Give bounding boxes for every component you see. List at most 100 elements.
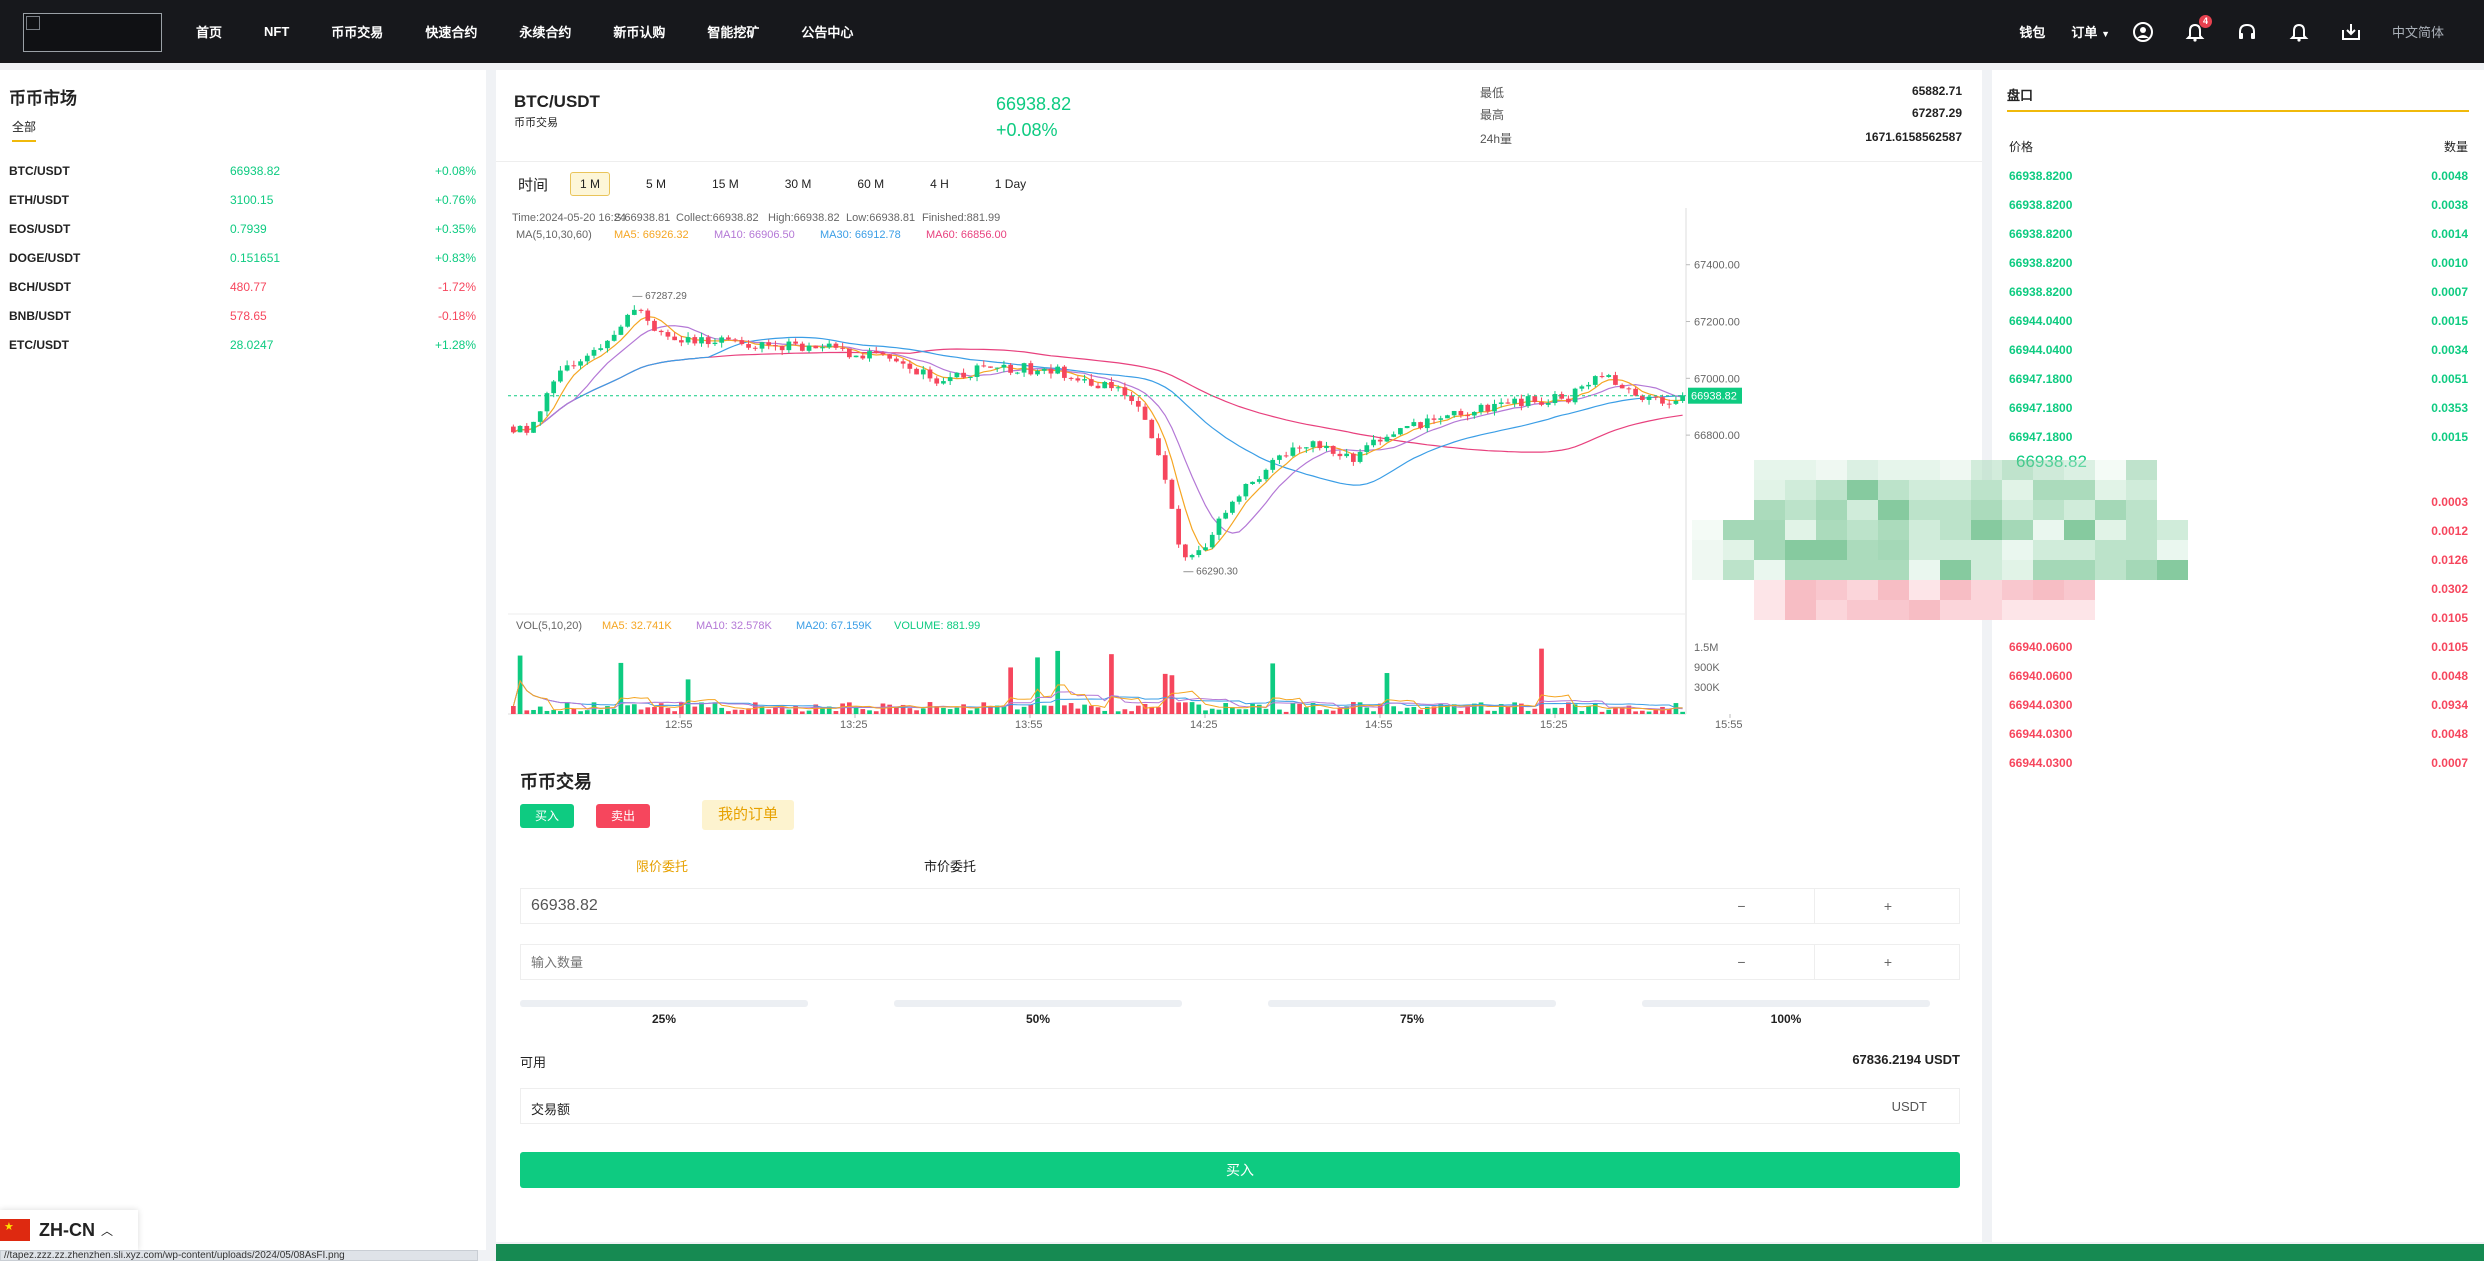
candle-body xyxy=(1095,385,1101,389)
candle-body xyxy=(934,378,940,384)
ask-row[interactable]: 66944.0400 0.0034 xyxy=(1992,336,2484,365)
market-row[interactable]: ETC/USDT 28.0247 +1.28% xyxy=(0,330,486,359)
tf-15m[interactable]: 15 M xyxy=(712,177,739,191)
ask-row[interactable]: 66947.1800 0.0015 xyxy=(1992,423,2484,452)
user-icon[interactable] xyxy=(2132,21,2154,43)
volume-bar xyxy=(1082,704,1087,714)
candle-body xyxy=(1142,406,1148,420)
x-tick-label: 12:55 xyxy=(665,719,693,731)
ask-row[interactable]: 66947.1800 0.0051 xyxy=(1992,365,2484,394)
bid-row-partial[interactable]: 0.0003 xyxy=(1992,488,2484,517)
volume-bar xyxy=(1310,703,1316,714)
ask-row[interactable]: 66938.8200 0.0010 xyxy=(1992,249,2484,278)
bid-row-partial[interactable]: 0.0012 xyxy=(1992,517,2484,546)
pct-75-bar[interactable] xyxy=(1268,1000,1556,1007)
tab-limit-order[interactable]: 限价委托 xyxy=(636,859,689,874)
volume-bar xyxy=(1169,675,1175,714)
price-minus-button[interactable]: − xyxy=(1669,889,1815,923)
nav-nft[interactable]: NFT xyxy=(264,24,290,39)
bid-row-partial[interactable]: 0.0105 xyxy=(1992,604,2484,633)
nav-quick-contract[interactable]: 快速合约 xyxy=(425,25,478,40)
buy-tab-button[interactable]: 买入 xyxy=(520,804,574,828)
wallet-link[interactable]: 钱包 xyxy=(2019,25,2046,40)
volume-bar xyxy=(967,710,973,714)
candle-body xyxy=(679,340,684,343)
market-row[interactable]: BTC/USDT 66938.82 +0.08% xyxy=(0,156,486,185)
bid-row[interactable]: 66944.0300 0.0934 xyxy=(1992,691,2484,720)
tf-5m[interactable]: 5 M xyxy=(646,177,667,191)
nav-spot[interactable]: 币币交易 xyxy=(331,25,384,40)
bid-qty: 0.0105 xyxy=(2431,640,2468,654)
tf-1m[interactable]: 1 M xyxy=(570,172,611,196)
volume-bar xyxy=(1364,707,1370,714)
ma5-line xyxy=(513,315,1683,552)
volume-bar xyxy=(1142,703,1148,714)
ask-row[interactable]: 66938.8200 0.0038 xyxy=(1992,191,2484,220)
qty-plus-button[interactable]: + xyxy=(1883,954,1893,970)
volume-bar xyxy=(1445,705,1450,714)
tf-4h[interactable]: 4 H xyxy=(930,177,949,191)
volume-bar xyxy=(1115,711,1121,714)
nav-announcements[interactable]: 公告中心 xyxy=(801,25,854,40)
tab-all[interactable]: 全部 xyxy=(12,118,37,142)
ask-row[interactable]: 66938.8200 0.0014 xyxy=(1992,220,2484,249)
bid-row-partial[interactable]: 0.0126 xyxy=(1992,546,2484,575)
bid-row[interactable]: 66944.0300 0.0007 xyxy=(1992,749,2484,778)
candle-body xyxy=(847,348,852,358)
bell-alert-icon[interactable]: 4 xyxy=(2184,14,2212,43)
ask-row[interactable]: 66938.8200 0.0048 xyxy=(1992,162,2484,191)
bid-row[interactable]: 66944.0300 0.0048 xyxy=(1992,720,2484,749)
volume-bar xyxy=(880,703,886,714)
download-icon[interactable] xyxy=(2340,21,2362,43)
price-input[interactable] xyxy=(531,889,1631,923)
pct-50-bar[interactable] xyxy=(894,1000,1182,1007)
my-orders-button[interactable]: 我的订单 xyxy=(702,800,794,830)
qty-minus-button[interactable]: − xyxy=(1669,945,1815,979)
market-row[interactable]: BCH/USDT 480.77 -1.72% xyxy=(0,272,486,301)
pct-25-bar[interactable] xyxy=(520,1000,808,1007)
site-logo[interactable] xyxy=(23,13,162,52)
market-change: +0.35% xyxy=(434,221,476,236)
ask-row[interactable]: 66944.0400 0.0015 xyxy=(1992,307,2484,336)
market-row[interactable]: BNB/USDT 578.65 -0.18% xyxy=(0,301,486,330)
bid-qty: 0.0126 xyxy=(2431,553,2468,567)
nav-perpetual[interactable]: 永续合约 xyxy=(519,25,572,40)
market-symbol: ETH/USDT xyxy=(9,192,69,207)
sell-tab-button[interactable]: 卖出 xyxy=(596,804,650,828)
ask-row[interactable]: 66938.8200 0.0007 xyxy=(1992,278,2484,307)
headset-icon[interactable] xyxy=(2236,21,2258,43)
nav-home[interactable]: 首页 xyxy=(196,25,223,40)
ask-row[interactable]: 66947.1800 0.0353 xyxy=(1992,394,2484,423)
kline-chart[interactable]: 时间 1 M 5 M 15 M 30 M 60 M 4 H 1 Day Time… xyxy=(496,162,1982,742)
info-high: High:66938.82 xyxy=(768,212,840,224)
bid-row-partial[interactable]: 0.0302 xyxy=(1992,575,2484,604)
price-field: − + xyxy=(520,888,1960,924)
tab-market-order[interactable]: 市价委托 xyxy=(924,859,977,874)
bell-icon[interactable] xyxy=(2288,21,2310,43)
ma5-label: MA5: 66926.32 xyxy=(614,229,689,241)
volume-bar xyxy=(1095,707,1101,714)
bid-row[interactable]: 66940.0600 0.0048 xyxy=(1992,662,2484,691)
language-switch[interactable]: 中文简体 xyxy=(2391,25,2444,40)
market-row[interactable]: ETH/USDT 3100.15 +0.76% xyxy=(0,185,486,214)
bid-row[interactable]: 66940.0600 0.0105 xyxy=(1992,633,2484,662)
price-plus-button[interactable]: + xyxy=(1883,898,1893,914)
tf-30m[interactable]: 30 M xyxy=(784,177,812,191)
candle-body xyxy=(551,381,557,394)
candle-body xyxy=(1041,368,1047,371)
pct-100-bar[interactable] xyxy=(1642,1000,1930,1007)
submit-buy-button[interactable]: 买入 xyxy=(520,1152,1960,1188)
y-tick-label: 67000.00 xyxy=(1694,373,1740,385)
quantity-input[interactable] xyxy=(531,945,1631,979)
tf-60m[interactable]: 60 M xyxy=(857,177,885,191)
market-row[interactable]: EOS/USDT 0.7939 +0.35% xyxy=(0,214,486,243)
nav-mining[interactable]: 智能挖矿 xyxy=(707,25,760,40)
volume-bar xyxy=(746,708,751,714)
market-row[interactable]: DOGE/USDT 0.151651 +0.83% xyxy=(0,243,486,272)
orders-menu[interactable]: 订单 ▼ xyxy=(2071,22,2110,41)
caret-down-icon: ▼ xyxy=(2101,29,2110,39)
volume-bar xyxy=(1532,708,1538,714)
tf-1day[interactable]: 1 Day xyxy=(994,177,1027,191)
nav-new-coin[interactable]: 新币认购 xyxy=(613,25,666,40)
language-selector[interactable]: ZH-CN ︿ xyxy=(0,1210,138,1250)
